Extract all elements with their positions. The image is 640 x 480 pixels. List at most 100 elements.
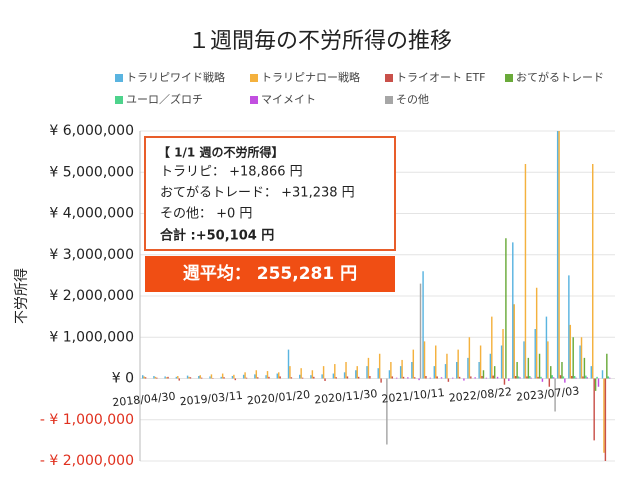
bar <box>451 377 454 379</box>
bar <box>514 376 517 379</box>
bar <box>276 373 279 379</box>
y-tick-label: ¥ 3,000,000 <box>49 247 134 263</box>
bar <box>503 378 506 385</box>
average-label: 週平均： 255,281 円 <box>183 263 357 284</box>
bar <box>478 362 480 379</box>
bar <box>244 372 246 379</box>
bar <box>436 376 438 379</box>
bar <box>231 376 234 379</box>
bar <box>265 375 267 379</box>
bar <box>433 366 436 379</box>
bar <box>535 287 538 379</box>
bar <box>221 373 224 379</box>
bar <box>597 378 600 387</box>
bar <box>156 377 158 379</box>
bar <box>550 366 552 379</box>
bar <box>530 377 532 379</box>
bar <box>572 337 574 379</box>
bar <box>234 378 237 381</box>
bar <box>278 372 280 379</box>
annotation-box <box>144 136 396 251</box>
legend-swatch <box>250 96 258 104</box>
bar <box>395 377 398 379</box>
bar <box>508 378 510 381</box>
bar <box>502 329 504 379</box>
bar <box>548 378 551 387</box>
bar <box>313 376 315 379</box>
legend-label: ユーロ／ズロチ <box>126 92 203 106</box>
bar <box>223 377 225 379</box>
annotation-total: 合計 :+50,104 円 <box>160 228 274 244</box>
bar <box>552 377 555 379</box>
bar <box>198 376 200 379</box>
bar <box>422 271 424 379</box>
bar <box>233 374 235 379</box>
y-tick-label: ¥ 0 <box>112 371 134 387</box>
bar <box>540 376 542 379</box>
bar <box>482 370 485 379</box>
bar <box>414 377 416 379</box>
bar <box>355 370 357 379</box>
bar <box>529 376 531 379</box>
legend-swatch <box>115 96 123 104</box>
bar <box>332 373 335 379</box>
bar <box>470 376 472 379</box>
bar <box>571 376 573 379</box>
x-tick-label: 2023/07/03 <box>515 384 579 404</box>
bar <box>606 353 608 379</box>
legend-label: トライオート ETF <box>396 71 486 84</box>
legend-swatch <box>250 74 258 82</box>
bar <box>569 324 572 379</box>
bar <box>551 375 553 379</box>
bar <box>367 357 370 379</box>
bar <box>519 377 521 379</box>
plot <box>139 130 615 462</box>
bar <box>586 377 589 379</box>
bar <box>143 376 145 379</box>
bar <box>334 364 336 379</box>
bar <box>512 242 514 379</box>
bar <box>186 375 189 379</box>
bar <box>558 131 560 379</box>
bar <box>388 370 391 379</box>
legend-label: その他 <box>396 93 429 106</box>
bar <box>418 378 420 381</box>
bar <box>378 353 381 379</box>
y-tick-label: ¥ 6,000,000 <box>49 123 134 139</box>
bar <box>492 375 494 379</box>
bar <box>299 374 301 379</box>
bar <box>491 316 493 379</box>
y-tick-label: ¥ 4,000,000 <box>49 206 134 222</box>
bar <box>266 371 269 379</box>
y-tick-label: ¥ 5,000,000 <box>49 164 134 180</box>
bar <box>164 376 166 379</box>
bar <box>322 366 325 379</box>
bar <box>500 345 503 379</box>
bar <box>419 283 422 379</box>
bar <box>562 376 565 379</box>
bar <box>485 377 488 379</box>
y-tick-label: ¥ 1,000,000 <box>49 329 134 345</box>
legend-swatch <box>505 74 513 82</box>
bar <box>458 376 461 379</box>
bar <box>601 370 604 379</box>
bar <box>289 366 291 379</box>
bar <box>538 353 541 379</box>
bar <box>401 359 403 379</box>
y-tick-label: - ¥ 1,000,000 <box>40 412 134 428</box>
bar <box>290 377 293 379</box>
legend-swatch <box>385 96 393 104</box>
bar <box>444 364 447 379</box>
annotation-line: トラリピ： +18,866 円 <box>160 165 303 180</box>
bar <box>579 345 581 379</box>
bar <box>257 377 259 379</box>
legend-label: おてがるトレード <box>516 70 604 84</box>
bar <box>324 378 326 381</box>
bar <box>583 357 586 379</box>
annotation-line: その他： +0 円 <box>160 207 252 222</box>
bar <box>516 362 518 379</box>
chart-title: １週間毎の不労所得の推移 <box>188 29 452 54</box>
bar <box>457 349 459 379</box>
bar <box>188 376 190 379</box>
bar <box>513 304 515 379</box>
